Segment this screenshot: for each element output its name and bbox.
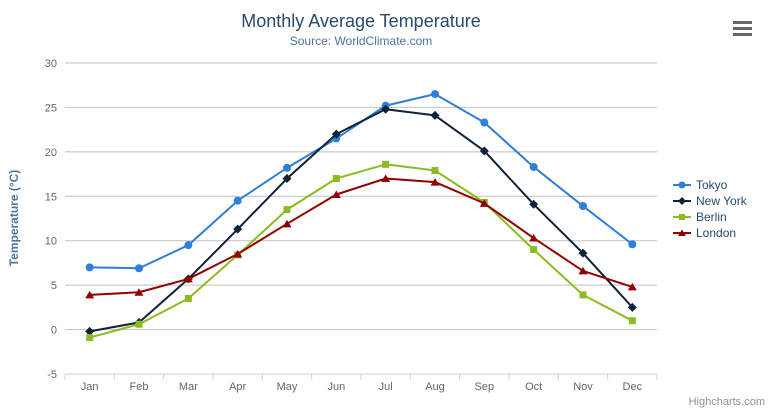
series-london [85, 174, 637, 299]
marker-london [331, 190, 341, 199]
legend-label: Tokyo [696, 178, 728, 192]
marker-tokyo [184, 241, 193, 250]
chart-title: Monthly Average Temperature [241, 11, 481, 31]
marker-berlin [579, 291, 587, 299]
marker-tokyo [85, 263, 94, 272]
marker-tokyo [480, 118, 489, 127]
marker-new-york [479, 146, 489, 156]
legend-label: Berlin [696, 210, 727, 224]
marker-berlin [184, 294, 192, 302]
x-axis-label: Jan [81, 381, 99, 393]
circle-legend-marker-icon [673, 181, 691, 189]
y-axis-label: 10 [45, 236, 57, 248]
chart-subtitle: Source: WorldClimate.com [289, 34, 433, 48]
marker-tokyo [431, 90, 439, 99]
legend: Tokyo New York Berlin London [673, 177, 747, 241]
marker-new-york [233, 224, 243, 234]
x-axis-label: Aug [425, 381, 445, 393]
series-line-tokyo [88, 93, 634, 270]
x-axis-label: Nov [573, 381, 593, 393]
y-axis-label: 30 [45, 58, 57, 70]
legend-label: New York [696, 194, 747, 208]
x-axis-label: May [277, 381, 298, 393]
marker-new-york [331, 129, 341, 139]
legend-label: London [696, 226, 737, 240]
y-axis-label: 0 [51, 325, 57, 337]
marker-new-york [578, 248, 588, 258]
marker-tokyo [283, 163, 291, 172]
marker-berlin [135, 320, 143, 328]
y-axis-label: -5 [47, 369, 57, 381]
marker-tokyo [233, 196, 242, 205]
triangle-icon [678, 229, 686, 236]
hamburger-icon [733, 21, 752, 24]
marker-berlin [86, 334, 94, 342]
triangle-legend-marker-icon [673, 229, 691, 236]
marker-new-york [85, 326, 95, 336]
series-tokyo [85, 90, 637, 273]
marker-london [183, 274, 193, 283]
marker-berlin [628, 317, 636, 325]
marker-london [85, 290, 95, 299]
marker-london [430, 178, 440, 186]
marker-berlin [382, 160, 390, 168]
series-line-london [88, 177, 634, 296]
marker-tokyo [579, 202, 587, 211]
series-new-york [85, 104, 637, 336]
legend-item-berlin[interactable]: Berlin [673, 209, 747, 225]
marker-new-york [381, 104, 391, 114]
x-axis-label: Dec [623, 381, 643, 393]
x-axis-label: Jul [379, 381, 393, 393]
marker-tokyo [135, 264, 143, 273]
circle-icon [678, 181, 686, 189]
marker-london [381, 174, 391, 183]
diamond-icon [678, 197, 686, 205]
y-axis-label: 15 [45, 191, 57, 203]
export-menu-button[interactable] [733, 21, 752, 36]
marker-berlin [332, 175, 340, 183]
x-axis-label: Jun [327, 381, 345, 393]
series-line-new-york [88, 108, 634, 333]
marker-new-york [627, 302, 637, 312]
marker-london [578, 266, 588, 275]
marker-berlin [431, 167, 439, 175]
hamburger-icon [733, 27, 752, 30]
square-legend-marker-icon [673, 214, 691, 220]
y-axis-label: 5 [51, 280, 57, 292]
legend-item-new-york[interactable]: New York [673, 193, 747, 209]
marker-london [627, 282, 637, 291]
square-icon [679, 214, 685, 220]
x-axis-label: Apr [229, 381, 246, 393]
marker-tokyo [628, 240, 637, 249]
marker-tokyo [529, 162, 538, 171]
diamond-legend-marker-icon [673, 197, 691, 205]
series-line-berlin [88, 163, 634, 339]
marker-london [233, 250, 243, 258]
x-axis-label: Feb [130, 381, 149, 393]
highcharts-credits[interactable]: Highcharts.com [688, 396, 765, 408]
marker-berlin [283, 206, 291, 214]
y-axis-label: 25 [45, 102, 57, 114]
marker-london [134, 288, 144, 296]
legend-item-tokyo[interactable]: Tokyo [673, 177, 747, 193]
x-axis-label: Mar [179, 381, 198, 393]
y-axis-label: 20 [45, 147, 57, 159]
x-axis-label: Sep [475, 381, 495, 393]
marker-new-york [430, 110, 440, 120]
marker-berlin [530, 246, 538, 254]
marker-new-york [529, 199, 539, 209]
marker-new-york [282, 174, 292, 184]
series-berlin [86, 160, 636, 342]
marker-london [479, 199, 489, 207]
x-axis-label: Oct [525, 381, 542, 393]
hamburger-icon [733, 33, 752, 36]
marker-london [282, 219, 292, 228]
marker-london [529, 234, 539, 242]
legend-item-london[interactable]: London [673, 225, 747, 241]
